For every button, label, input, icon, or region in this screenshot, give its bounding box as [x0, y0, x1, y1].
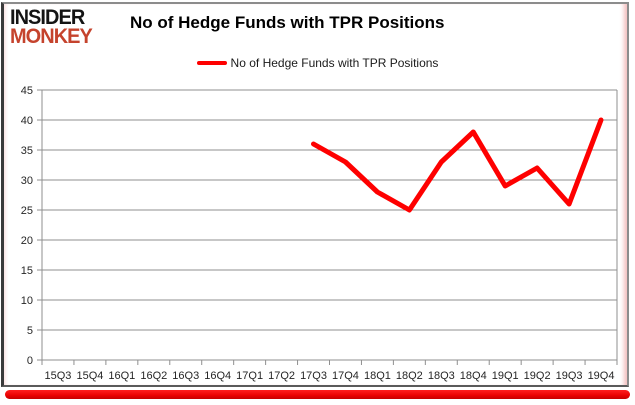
y-tick-label: 45 — [21, 85, 33, 97]
y-tick-label: 35 — [21, 145, 33, 157]
panel-frame — [1, 2, 629, 387]
y-tick-label: 30 — [21, 175, 33, 187]
x-tick-label: 17Q4 — [332, 370, 359, 382]
y-tick-label: 40 — [21, 115, 33, 127]
x-tick-label: 17Q1 — [236, 370, 263, 382]
x-tick-label: 18Q4 — [460, 370, 487, 382]
y-tick-label: 0 — [27, 355, 33, 367]
logo-text-insider: INSIDER — [10, 6, 85, 29]
x-tick-label: 18Q2 — [396, 370, 423, 382]
x-tick-label: 16Q4 — [204, 370, 231, 382]
y-tick-label: 25 — [21, 205, 33, 217]
x-tick-label: 16Q1 — [108, 370, 135, 382]
y-tick-label: 20 — [21, 235, 33, 247]
series-line — [311, 117, 604, 213]
logo-text-monkey: MONKEY — [10, 25, 93, 48]
y-tick-label: 10 — [21, 295, 33, 307]
legend: No of Hedge Funds with TPR Positions — [0, 56, 635, 70]
y-tick-label: 15 — [21, 265, 33, 277]
x-tick-label: 16Q2 — [140, 370, 167, 382]
legend-line-swatch — [196, 61, 227, 65]
x-tick-label: 18Q3 — [428, 370, 455, 382]
x-tick-label: 19Q3 — [556, 370, 583, 382]
legend-label: No of Hedge Funds with TPR Positions — [230, 56, 439, 70]
x-tick-label: 16Q3 — [172, 370, 199, 382]
x-tick-label: 19Q2 — [524, 370, 551, 382]
x-tick-label: 18Q1 — [364, 370, 391, 382]
bottom-red-bar — [5, 390, 630, 399]
x-tick-label: 19Q4 — [588, 370, 615, 382]
y-tick-label: 5 — [27, 325, 33, 337]
insider-monkey-logo: INSIDER MONKEY — [10, 6, 93, 48]
x-tick-label: 17Q2 — [268, 370, 295, 382]
x-tick-label: 19Q1 — [492, 370, 519, 382]
x-tick-label: 15Q4 — [76, 370, 103, 382]
x-tick-label: 15Q3 — [45, 370, 72, 382]
x-tick-label: 17Q3 — [300, 370, 327, 382]
chart-title: No of Hedge Funds with TPR Positions — [130, 13, 445, 32]
